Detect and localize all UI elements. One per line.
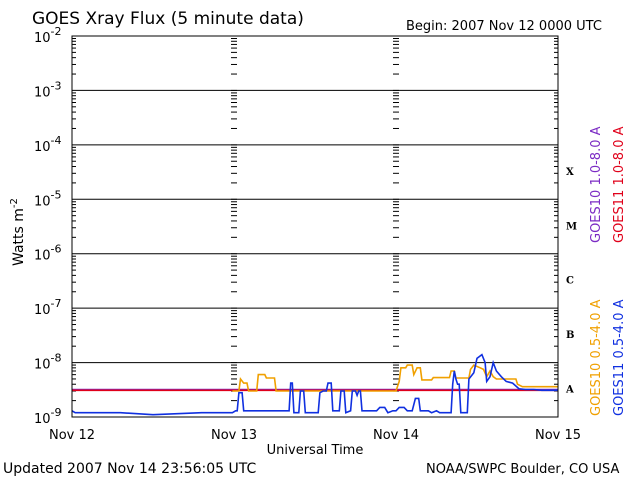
data-series	[71, 353, 558, 416]
y-tick-base: 10	[34, 140, 51, 155]
series-line	[232, 364, 558, 392]
y-tick-base: 10	[34, 358, 51, 373]
legend-long-channel: GOES10 1.0-8.0 A GOES11 1.0-8.0 A	[589, 126, 627, 243]
y-axis-label-exponent: -2	[9, 198, 20, 208]
y-tick-base: 10	[34, 85, 51, 100]
begin-time: Begin: 2007 Nov 12 0000 UTC	[406, 19, 602, 34]
flare-class-labels: X M C B A	[565, 167, 577, 396]
x-axis-label: Universal Time	[267, 443, 364, 458]
source-credit: NOAA/SWPC Boulder, CO USA	[426, 462, 619, 477]
chart-title: GOES Xray Flux (5 minute data)	[32, 9, 304, 29]
legend-entry: GOES11 1.0-8.0 A	[612, 126, 627, 243]
legend-entry: GOES10 0.5-4.0 A	[589, 299, 604, 416]
y-tick-base: 10	[34, 31, 51, 46]
flare-class-label: M	[566, 221, 577, 232]
y-tick-label: 10-9	[34, 406, 62, 427]
y-tick-label: 10-6	[34, 243, 62, 264]
y-tick-exponent: -6	[51, 243, 62, 256]
y-tick-base: 10	[34, 249, 51, 264]
x-tick-label: Nov 13	[211, 428, 257, 443]
updated-time: Updated 2007 Nov 14 23:56:05 UTC	[3, 461, 256, 477]
y-tick-exponent: -8	[51, 352, 62, 365]
y-tick-base: 10	[34, 303, 51, 318]
y-tick-label: 10-5	[34, 188, 62, 209]
plot-frame	[71, 35, 559, 418]
legend-entry: GOES10 1.0-8.0 A	[589, 126, 604, 243]
y-tick-base: 10	[34, 194, 51, 209]
series-line	[71, 353, 558, 416]
y-tick-exponent: -2	[51, 25, 62, 38]
flare-class-label: X	[566, 167, 574, 178]
y-tick-base: 10	[34, 412, 51, 427]
plot-grid	[72, 37, 558, 418]
y-axis-label: Watts m-2	[9, 198, 27, 266]
y-tick-label: 10-3	[34, 79, 62, 100]
y-tick-exponent: -9	[51, 406, 62, 419]
x-tick-label: Nov 12	[49, 428, 95, 443]
y-tick-exponent: -4	[51, 134, 62, 147]
flare-class-label: B	[566, 330, 574, 341]
x-tick-label: Nov 14	[373, 428, 419, 443]
y-tick-exponent: -5	[51, 188, 62, 201]
flare-class-label: A	[565, 385, 574, 396]
y-tick-label: 10-7	[34, 297, 62, 318]
y-tick-label: 10-4	[34, 134, 62, 155]
y-tick-label: 10-8	[34, 352, 62, 373]
x-tick-label: Nov 15	[535, 428, 581, 443]
y-tick-exponent: -7	[51, 297, 62, 310]
legend-short-channel: GOES10 0.5-4.0 A GOES11 0.5-4.0 A	[589, 299, 627, 416]
y-tick-labels: 10-210-310-410-510-610-710-810-9	[34, 25, 62, 427]
y-tick-label: 10-2	[34, 25, 62, 46]
legend-entry: GOES11 0.5-4.0 A	[612, 299, 627, 416]
flare-class-label: C	[566, 276, 574, 287]
y-axis-label-text: Watts m	[11, 208, 27, 266]
x-tick-labels: Nov 12 Nov 13 Nov 14 Nov 15	[49, 428, 581, 443]
y-tick-exponent: -3	[51, 79, 62, 92]
